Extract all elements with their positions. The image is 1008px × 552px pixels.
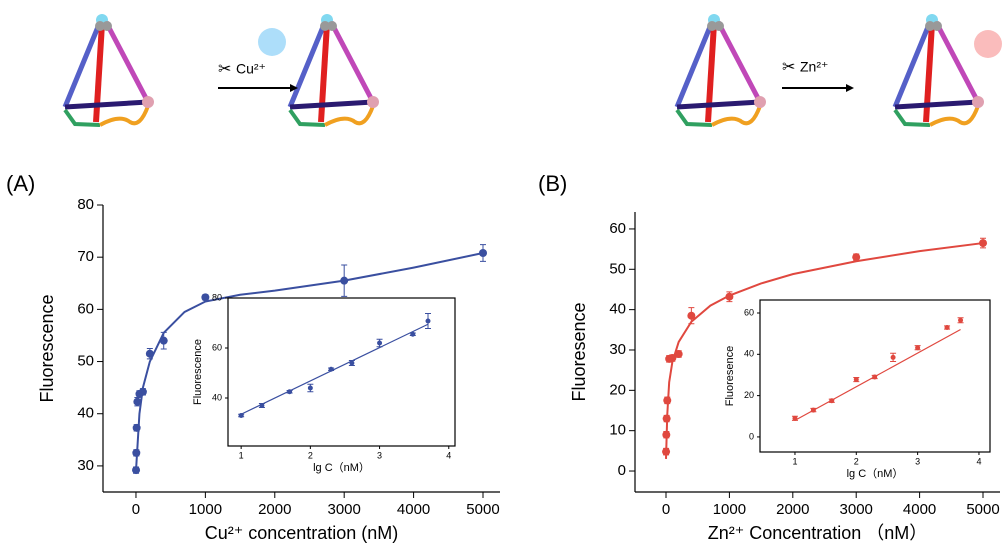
x-axis-label: Zn²⁺ Concentration （nM） — [708, 523, 928, 543]
x-tick-label: 5000 — [966, 501, 999, 518]
y-axis-label: Fluoresence — [569, 302, 589, 401]
y-tick-label: 70 — [77, 248, 94, 265]
x-tick-label: 3 — [377, 451, 382, 461]
data-point — [478, 249, 487, 258]
x-tick-label: 4 — [976, 457, 981, 467]
x-tick-label: 1000 — [189, 501, 222, 518]
y-tick-label: 30 — [77, 457, 94, 474]
y-tick-label: 20 — [744, 390, 754, 400]
y-tick-label: 50 — [77, 353, 94, 370]
y-tick-label: 0 — [749, 431, 754, 441]
y-axis-label: Fluorescence — [192, 339, 204, 405]
x-tick-label: 2 — [308, 451, 313, 461]
scheme-b: ✂ Zn²⁺ — [677, 14, 1002, 125]
data-point — [425, 318, 431, 324]
x-tick-label: 4000 — [397, 501, 430, 518]
y-axis-label: Fluorescence — [37, 294, 57, 402]
x-axis-label: lg C（nM） — [313, 461, 370, 474]
x-tick-label: 3 — [915, 457, 920, 467]
data-point — [853, 377, 859, 383]
y-tick-label: 60 — [212, 342, 222, 352]
x-tick-label: 5000 — [466, 501, 499, 518]
data-point — [944, 324, 950, 330]
scheme-label: Cu²⁺ — [236, 61, 266, 77]
fit-line — [134, 252, 484, 472]
fit-line — [240, 323, 429, 415]
y-tick-label: 30 — [609, 341, 626, 358]
x-tick-label: 3000 — [327, 501, 360, 518]
data-point — [133, 397, 142, 406]
inset-frame — [759, 299, 991, 453]
scheme-label: Zn²⁺ — [800, 59, 828, 75]
inset-frame — [227, 297, 456, 447]
svg-text:✂: ✂ — [218, 61, 231, 78]
svg-text:✂: ✂ — [782, 59, 795, 76]
data-point — [674, 350, 683, 359]
data-point — [687, 311, 696, 320]
data-point — [890, 354, 896, 360]
y-tick-label: 80 — [212, 292, 222, 302]
x-tick-label: 3000 — [840, 501, 873, 518]
x-tick-label: 0 — [132, 501, 140, 518]
y-tick-label: 80 — [77, 196, 94, 213]
fit-line — [794, 329, 961, 421]
x-tick-label: 1 — [792, 457, 797, 467]
x-axis-label: lg C（nM） — [847, 467, 904, 480]
y-axis-label: Fluoresence — [724, 346, 736, 407]
plot: 1 2 3 4 40 60 80 lg C（nM） Fluorescence — [192, 292, 456, 474]
y-tick-label: 0 — [618, 462, 626, 479]
y-tick-label: 50 — [609, 260, 626, 277]
y-tick-label: 20 — [609, 381, 626, 398]
x-tick-label: 4000 — [903, 501, 936, 518]
y-tick-label: 60 — [609, 220, 626, 237]
data-point — [307, 385, 313, 391]
data-point — [958, 317, 964, 323]
fit-line — [665, 242, 984, 459]
data-point — [377, 340, 383, 346]
x-tick-label: 0 — [662, 501, 670, 518]
x-tick-label: 1 — [239, 451, 244, 461]
scheme-a: ✂ Cu²⁺ — [65, 14, 379, 125]
y-tick-label: 60 — [744, 307, 754, 317]
y-tick-label: 40 — [212, 392, 222, 402]
y-tick-label: 60 — [77, 300, 94, 317]
panel-label: (A) — [6, 171, 35, 196]
panel-label: (B) — [538, 171, 567, 196]
y-tick-label: 40 — [744, 349, 754, 359]
data-point — [410, 331, 416, 337]
plot: 0 1000 2000 3000 4000 5000 30 40 50 60 70 80 Cu²⁺ co… — [37, 196, 500, 543]
y-tick-label: 40 — [77, 405, 94, 422]
y-tick-label: 40 — [609, 301, 626, 318]
x-tick-label: 4 — [446, 451, 451, 461]
x-axis-label: Cu²⁺ concentration (nM) — [205, 523, 399, 543]
data-point — [915, 345, 921, 351]
x-tick-label: 1000 — [713, 501, 746, 518]
x-tick-label: 2 — [854, 457, 859, 467]
data-point — [201, 293, 210, 302]
data-point — [852, 253, 861, 262]
x-tick-label: 2000 — [258, 501, 291, 518]
x-tick-label: 2000 — [776, 501, 809, 518]
y-tick-label: 10 — [609, 422, 626, 439]
